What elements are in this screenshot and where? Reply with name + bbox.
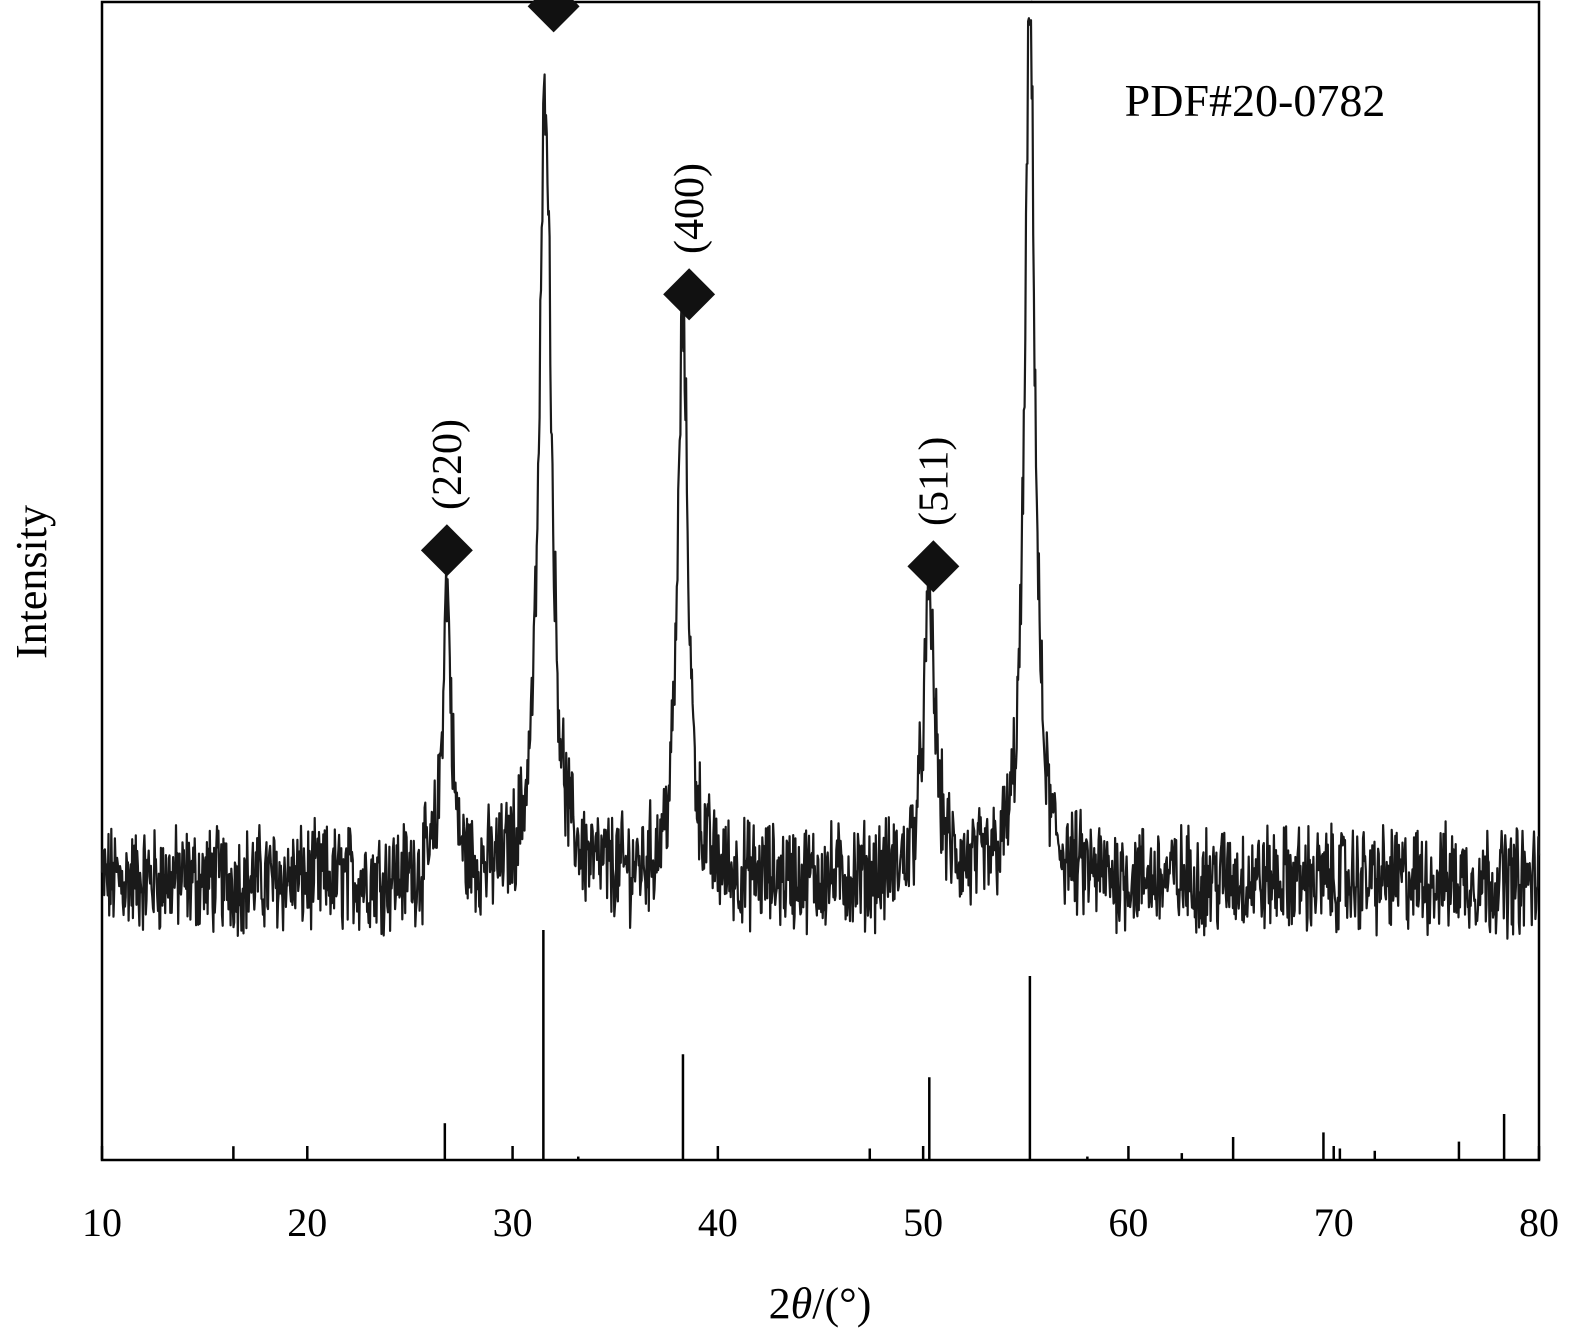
x-tick-label: 70 xyxy=(1314,1200,1354,1245)
x-tick-label: 80 xyxy=(1519,1200,1559,1245)
peak-label: (511) xyxy=(911,437,957,526)
peak-marker: ◆ xyxy=(907,523,960,599)
peak-marker: ◆ xyxy=(527,0,580,39)
plot-frame xyxy=(100,0,1541,1162)
peak-label: (400) xyxy=(667,163,713,254)
peak-label: (220) xyxy=(425,419,471,510)
x-tick-label: 50 xyxy=(903,1200,943,1245)
x-tick-label: 40 xyxy=(698,1200,738,1245)
peak-marker: ◆ xyxy=(663,251,716,327)
data-series xyxy=(100,17,1541,940)
x-axis-label: 2θ/(°) xyxy=(769,1279,872,1328)
x-tick-label: 10 xyxy=(82,1200,122,1245)
x-tick-label: 60 xyxy=(1108,1200,1148,1245)
peak-marker: ◆ xyxy=(421,507,474,583)
reference-card-label: PDF#20-0782 xyxy=(1125,75,1386,126)
reference-lines xyxy=(232,930,1506,1160)
x-tick-label: 20 xyxy=(287,1200,327,1245)
x-tick-label: 30 xyxy=(493,1200,533,1245)
x-ticks: 10 20 30 40 50 60 70 80 xyxy=(82,1146,1559,1245)
y-axis-label: Intensity xyxy=(7,505,56,659)
peak-markers: ◆(220)◆(311)◆(400)◆(511)◆(440) xyxy=(421,0,1059,599)
pattern-line xyxy=(100,17,1541,940)
peak-marker: ◆ xyxy=(1006,0,1059,7)
